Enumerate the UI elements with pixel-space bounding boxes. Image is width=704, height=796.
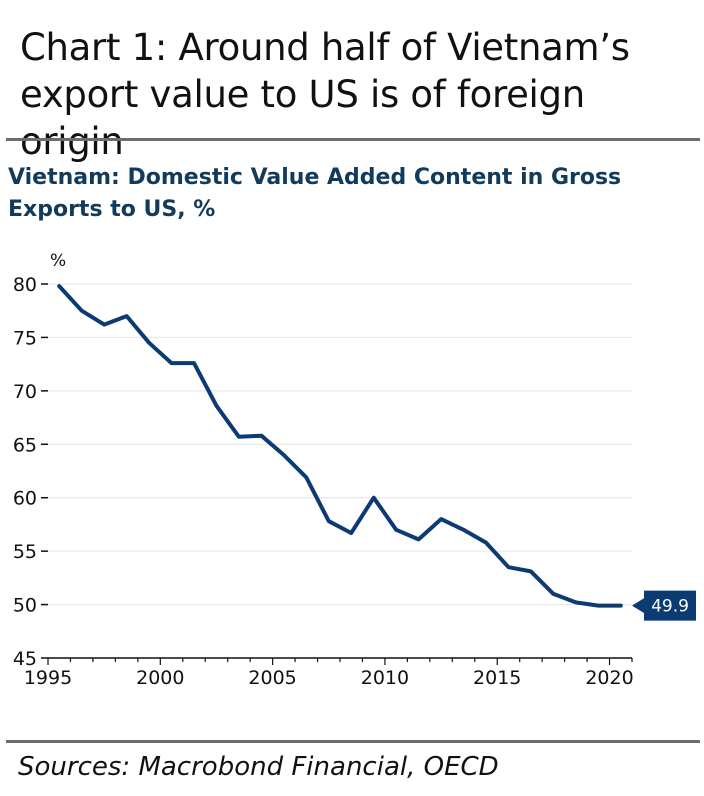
x-tick-label-2005: 2005: [248, 667, 296, 689]
x-tick-label-1995: 1995: [24, 667, 72, 689]
end-value-pointer: [632, 597, 645, 614]
y-axis-unit-label: %: [50, 251, 66, 271]
chart-headline: Chart 1: Around half of Vietnam’s export…: [20, 26, 630, 163]
y-tick-label-65: 65: [13, 434, 37, 456]
end-value-box: [644, 590, 696, 621]
top-divider: [6, 138, 700, 141]
y-tick-label-60: 60: [13, 488, 37, 510]
line-chart: 45 50 55 60 65 70 75 80 1995 2000 2005 2010 2015 202…: [13, 251, 696, 689]
chart-title: Vietnam: Domestic Value Added Content in…: [8, 165, 622, 222]
x-tick-label-2020: 2020: [585, 667, 633, 689]
y-tick-label-45: 45: [13, 648, 37, 670]
end-value-label-group: 49.9: [632, 590, 696, 621]
x-tick-label-2000: 2000: [136, 667, 184, 689]
series-line: [57, 284, 623, 608]
y-tick-label-80: 80: [13, 274, 37, 296]
y-tick-label-75: 75: [13, 327, 37, 349]
end-value-label: 49.9: [651, 597, 689, 617]
source-note: Sources: Macrobond Financial, OECD: [18, 752, 499, 782]
bottom-divider: [6, 740, 700, 743]
y-tick-label-70: 70: [13, 381, 37, 403]
x-tick-label-2010: 2010: [361, 667, 409, 689]
y-tick-label-50: 50: [13, 595, 37, 617]
x-tick-label-2015: 2015: [473, 667, 521, 689]
y-tick-label-55: 55: [13, 541, 37, 563]
